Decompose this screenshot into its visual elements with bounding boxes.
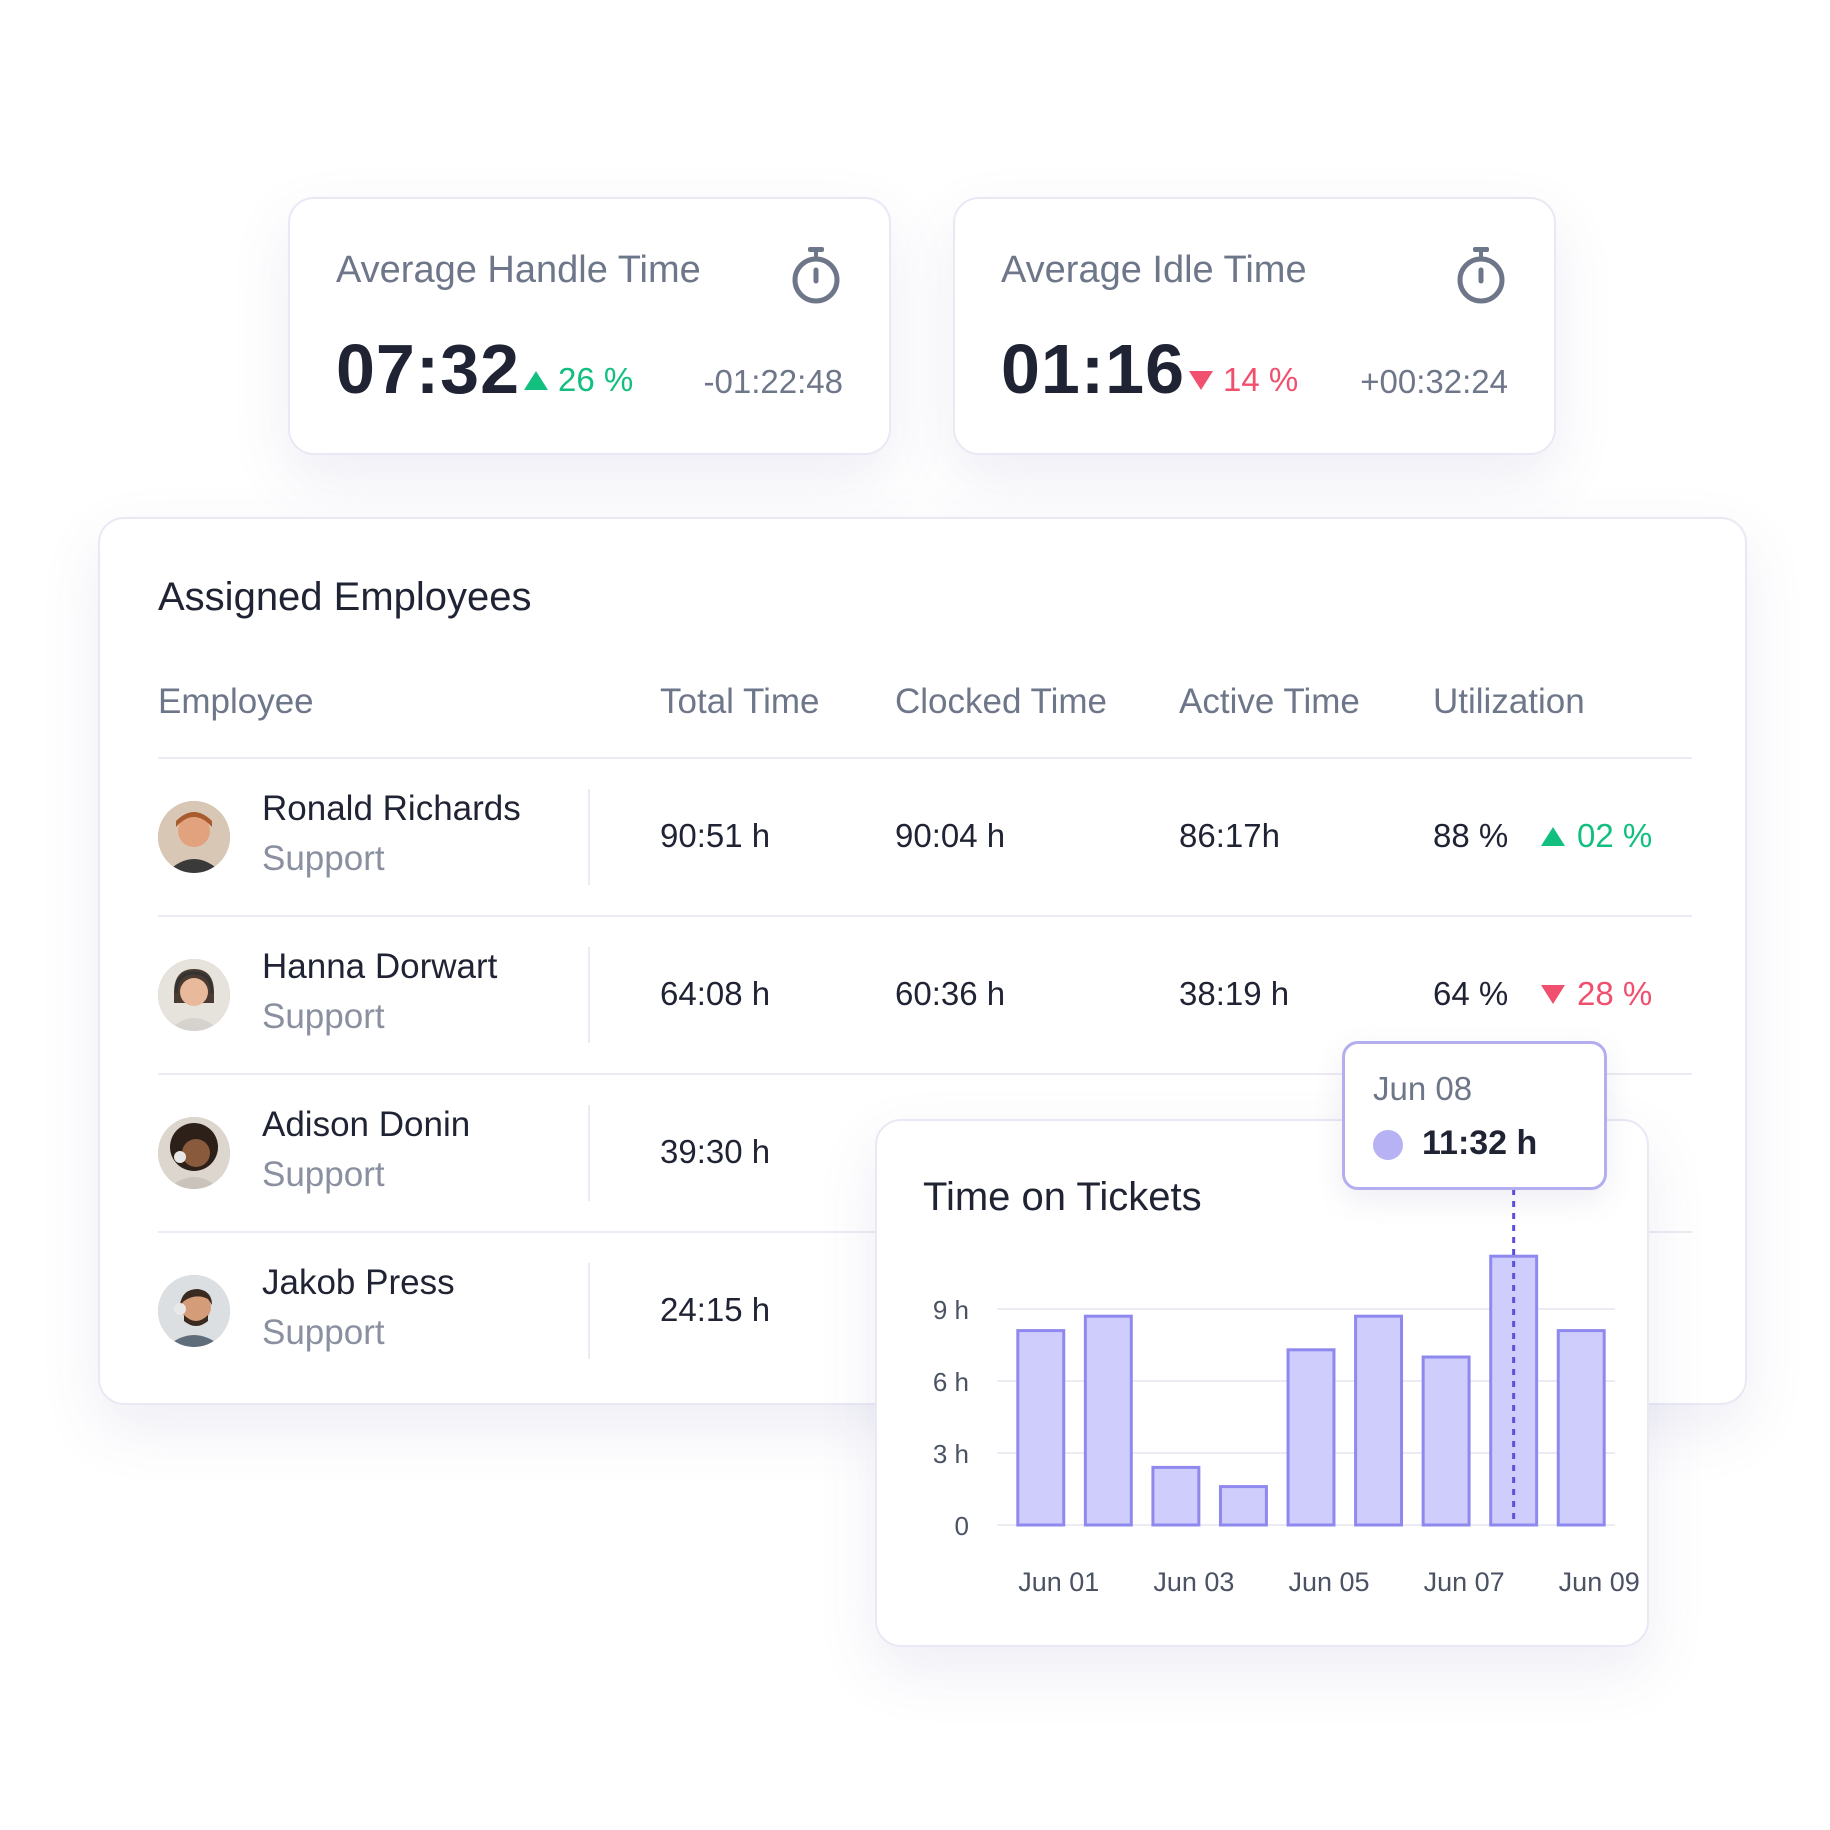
bar bbox=[1354, 1314, 1404, 1527]
bar bbox=[1218, 1485, 1268, 1527]
employee-role: Support bbox=[262, 1313, 385, 1352]
time-on-tickets-card: Time on Tickets 0 3 h 6 h 9 h Jun 01 Jun 03 Ju… bbox=[875, 1119, 1649, 1647]
total-time: 39:30 h bbox=[660, 1133, 771, 1170]
table-row[interactable]: Jakob Press Support 24:15 h bbox=[158, 1233, 1692, 1389]
employee-role: Support bbox=[262, 997, 385, 1036]
bar bbox=[1151, 1465, 1201, 1527]
row-divider bbox=[158, 915, 1692, 917]
trend-percent: 14 % bbox=[1223, 361, 1299, 398]
y-tick-label: 0 bbox=[955, 1511, 969, 1541]
arrow-down-icon bbox=[1189, 370, 1213, 390]
column-separator bbox=[588, 947, 590, 1043]
metric-value: 07:32 bbox=[336, 330, 521, 408]
table-row[interactable]: Ronald Richards Support 90:51 h 90:04 h … bbox=[158, 759, 1692, 915]
column-header-utilization[interactable]: Utilization bbox=[1433, 682, 1585, 721]
table-row[interactable]: Adison Donin Support 39:30 h bbox=[158, 1075, 1692, 1231]
employee-name: Hanna Dorwart bbox=[262, 947, 498, 986]
arrow-up-icon bbox=[524, 370, 548, 390]
employee-name: Ronald Richards bbox=[262, 789, 521, 828]
column-header-total-time[interactable]: Total Time bbox=[660, 682, 820, 721]
utilization: 88 % bbox=[1433, 817, 1509, 854]
x-tick-label: Jun 03 bbox=[1153, 1567, 1234, 1597]
active-time: 86:17h bbox=[1179, 817, 1280, 854]
metric-delta: +00:32:24 bbox=[1360, 363, 1508, 400]
trend-indicator: 26 % bbox=[524, 361, 633, 399]
table-row[interactable]: Hanna Dorwart Support 64:08 h 60:36 h 38… bbox=[158, 917, 1692, 1073]
utilization-trend: 02 % bbox=[1541, 817, 1652, 855]
total-time: 24:15 h bbox=[660, 1291, 771, 1328]
trend-percent: 02 % bbox=[1577, 817, 1653, 854]
header-divider bbox=[158, 757, 1692, 759]
avatar bbox=[158, 1275, 230, 1347]
x-tick-label: Jun 01 bbox=[1018, 1567, 1099, 1597]
total-time: 64:08 h bbox=[660, 975, 771, 1012]
trend-percent: 26 % bbox=[558, 361, 634, 398]
section-title: Assigned Employees bbox=[158, 575, 532, 619]
trend-indicator: 14 % bbox=[1189, 361, 1298, 399]
average-idle-time-card: Average Idle Time 01:16 14 % +00:32:24 bbox=[953, 197, 1556, 455]
utilization: 64 % bbox=[1433, 975, 1509, 1012]
column-header-clocked-time[interactable]: Clocked Time bbox=[895, 682, 1108, 721]
y-tick-label: 9 h bbox=[933, 1295, 969, 1325]
y-tick-label: 3 h bbox=[933, 1439, 969, 1469]
card-title: Average Idle Time bbox=[1001, 249, 1307, 291]
column-header-employee[interactable]: Employee bbox=[158, 682, 314, 721]
tooltip-date: Jun 08 bbox=[1373, 1070, 1473, 1107]
total-time: 90:51 h bbox=[660, 817, 771, 854]
column-header-active-time[interactable]: Active Time bbox=[1179, 682, 1360, 721]
time-on-tickets-chart[interactable]: 0 3 h 6 h 9 h Jun 01 Jun 03 Jun 05 Jun 07 Jun 09 bbox=[877, 1121, 1651, 1649]
stopwatch-icon bbox=[792, 247, 840, 304]
card-title: Average Handle Time bbox=[336, 249, 701, 291]
bar bbox=[1489, 1254, 1539, 1527]
chart-tooltip: Jun 08 11:32 h bbox=[1342, 1041, 1607, 1190]
employee-role: Support bbox=[262, 1155, 385, 1194]
bar bbox=[1083, 1314, 1133, 1527]
average-handle-time-card: Average Handle Time 07:32 26 % -01:22:48 bbox=[288, 197, 891, 455]
y-tick-label: 6 h bbox=[933, 1367, 969, 1397]
tooltip-value: 11:32 h bbox=[1422, 1124, 1538, 1162]
bar bbox=[1286, 1348, 1336, 1527]
avatar bbox=[158, 1117, 230, 1189]
metric-value: 01:16 bbox=[1001, 330, 1186, 408]
trend-percent: 28 % bbox=[1577, 975, 1653, 1012]
x-tick-label: Jun 09 bbox=[1559, 1567, 1640, 1597]
employee-name: Jakob Press bbox=[262, 1263, 455, 1302]
arrow-down-icon bbox=[1541, 984, 1565, 1004]
x-tick-label: Jun 07 bbox=[1424, 1567, 1505, 1597]
row-divider bbox=[158, 1073, 1692, 1075]
bar bbox=[1556, 1329, 1606, 1527]
column-separator bbox=[588, 789, 590, 885]
avatar bbox=[158, 801, 230, 873]
arrow-up-icon bbox=[1541, 826, 1565, 846]
chart-title: Time on Tickets bbox=[923, 1175, 1202, 1219]
bar bbox=[1421, 1355, 1471, 1527]
series-dot-icon bbox=[1373, 1130, 1403, 1160]
clocked-time: 60:36 h bbox=[895, 975, 1006, 1012]
avatar bbox=[158, 959, 230, 1031]
column-separator bbox=[588, 1105, 590, 1201]
employee-name: Adison Donin bbox=[262, 1105, 471, 1144]
utilization-trend: 28 % bbox=[1541, 975, 1652, 1013]
column-separator bbox=[588, 1263, 590, 1359]
x-tick-label: Jun 05 bbox=[1288, 1567, 1369, 1597]
metric-delta: -01:22:48 bbox=[703, 363, 843, 400]
employee-role: Support bbox=[262, 839, 385, 878]
clocked-time: 90:04 h bbox=[895, 817, 1006, 854]
stopwatch-icon bbox=[1457, 247, 1505, 304]
bar bbox=[1016, 1329, 1066, 1527]
active-time: 38:19 h bbox=[1179, 975, 1290, 1012]
